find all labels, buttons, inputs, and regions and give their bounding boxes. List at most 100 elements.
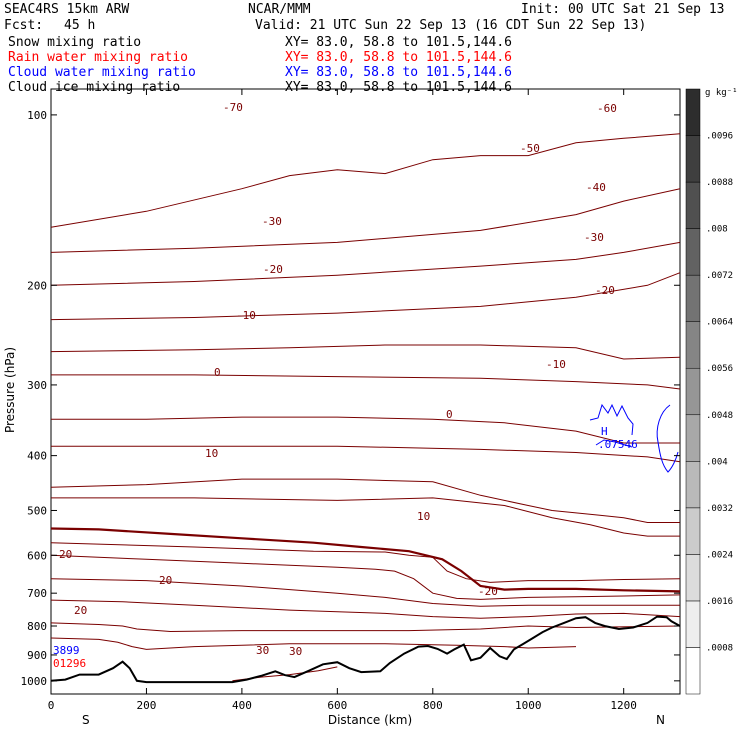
colorbar-label: .0016 <box>706 597 733 607</box>
contour-line <box>50 554 681 600</box>
y-tick-label: 100 <box>27 109 47 122</box>
contour-line <box>51 497 680 537</box>
model-title: SEAC4RS 15km ARW <box>4 2 129 17</box>
contour-label: -60 <box>597 102 617 115</box>
x-tick-label: 400 <box>232 699 252 712</box>
legend-snow-xy: XY= 83.0, 58.8 to 101.5,144.6 <box>285 35 512 50</box>
contour-label: -20 <box>595 284 615 297</box>
x-tick-label: 1200 <box>610 699 637 712</box>
colorbar-label: .0048 <box>706 411 733 421</box>
y-tick-label: 700 <box>27 587 47 600</box>
contour-line <box>51 416 680 444</box>
y-tick-label: 800 <box>27 620 47 633</box>
legend-cloud-water-xy: XY= 83.0, 58.8 to 101.5,144.6 <box>285 65 512 80</box>
contour-line <box>50 599 681 619</box>
colorbar-cell <box>685 461 701 509</box>
contour-line <box>51 445 681 463</box>
legend-cloud-ice-xy: XY= 83.0, 58.8 to 101.5,144.6 <box>285 80 512 95</box>
x-axis: 0 200 400 600 800 1000 1200 <box>48 89 637 712</box>
colorbar-cell <box>685 135 701 183</box>
colorbar-label: .0008 <box>706 643 733 653</box>
colorbar-label: .0088 <box>706 178 733 188</box>
contour-line <box>50 133 681 228</box>
x-tick-label: 1000 <box>515 699 542 712</box>
contour-label: 10 <box>417 510 430 523</box>
contour-line <box>51 374 681 390</box>
legend-rain-xy: XY= 83.0, 58.8 to 101.5,144.6 <box>285 50 512 65</box>
legend-cloud-water-label: Cloud water mixing ratio <box>8 65 196 80</box>
colorbar-cell <box>685 600 701 648</box>
contour-label: -50 <box>520 142 540 155</box>
cloud-h-marker: H <box>601 425 608 438</box>
center-name: NCAR/MMM <box>248 2 311 17</box>
x-tick-label: 600 <box>327 699 347 712</box>
contour-label: -30 <box>262 215 282 228</box>
fcst-value: 45 h <box>64 18 95 33</box>
contour-label: 30 <box>256 644 269 657</box>
direction-south: S <box>82 713 90 727</box>
x-axis-label: Distance (km) <box>328 713 412 727</box>
y-tick-label: 300 <box>27 379 47 392</box>
contour-label: 20 <box>59 548 72 561</box>
colorbar-cell <box>685 274 701 322</box>
colorbar-label: .0096 <box>706 132 733 142</box>
colorbar-cell <box>685 367 701 416</box>
colorbar-cell <box>685 414 701 462</box>
contour-label: -40 <box>586 181 606 194</box>
legend-rain-label: Rain water mixing ratio <box>8 50 188 65</box>
cloud-value-left: 3899 <box>53 644 80 657</box>
temperature-contours <box>50 133 681 682</box>
colorbar-label: .0032 <box>706 504 733 514</box>
rain-value-left: 01296 <box>53 657 86 670</box>
y-tick-label: 600 <box>27 549 47 562</box>
colorbar-cell <box>685 554 701 602</box>
colorbar-cell <box>685 228 701 276</box>
contour-line <box>50 637 577 650</box>
colorbar-cell <box>685 321 701 369</box>
contour-line <box>50 344 681 360</box>
legend-cloud-ice-label: Cloud ice mixing ratio <box>8 80 180 95</box>
contour-label: 20 <box>159 574 172 587</box>
colorbar-cell <box>685 88 701 136</box>
contour-line <box>50 272 681 321</box>
fcst-label: Fcst: <box>4 18 43 33</box>
colorbar-cell <box>685 647 701 695</box>
y-tick-label: 500 <box>27 504 47 517</box>
colorbar: .0008 .0016 .0024 .0032 .004 .0048 .0056 .0064.… <box>685 88 733 695</box>
contour-label: 10 <box>205 447 218 460</box>
contour-line <box>50 188 681 253</box>
contour-label: 0 <box>446 408 453 421</box>
colorbar-label: .0072 <box>706 271 733 281</box>
colorbar-cell <box>685 507 701 555</box>
cloud-water-contours <box>589 403 679 473</box>
colorbar-label: .0056 <box>706 364 733 374</box>
y-tick-label: 900 <box>27 649 47 662</box>
y-tick-label: 1000 <box>21 675 48 688</box>
contour-label: -20 <box>263 263 283 276</box>
direction-north: N <box>656 713 665 727</box>
valid-time: Valid: 21 UTC Sun 22 Sep 13 (16 CDT Sun … <box>255 18 646 33</box>
contour-label: -30 <box>584 231 604 244</box>
x-tick-label: 200 <box>137 699 157 712</box>
colorbar-label: .0064 <box>706 318 733 328</box>
contour-label: 20 <box>74 604 87 617</box>
colorbar-unit: g kg⁻¹ <box>705 88 738 98</box>
init-time: Init: 00 UTC Sat 21 Sep 13 <box>521 2 725 17</box>
contour-line <box>50 542 681 583</box>
contour-label: -70 <box>223 101 243 114</box>
contour-line <box>50 241 681 286</box>
contour-label: 30 <box>289 645 302 658</box>
contour-line <box>50 578 680 607</box>
contour-line <box>50 478 680 523</box>
contour-line <box>50 527 681 593</box>
x-tick-label: 800 <box>423 699 443 712</box>
colorbar-label: .008 <box>706 225 728 235</box>
contour-labels: -70 -60 -50 -40 -30 -30 -20 -20 -10 -10 … <box>59 101 617 658</box>
y-tick-label: 400 <box>27 450 47 463</box>
x-tick-label: 0 <box>48 699 55 712</box>
colorbar-label: .004 <box>706 457 728 467</box>
y-tick-label: 200 <box>27 279 47 292</box>
cloud-max-value: .07546 <box>598 438 638 451</box>
